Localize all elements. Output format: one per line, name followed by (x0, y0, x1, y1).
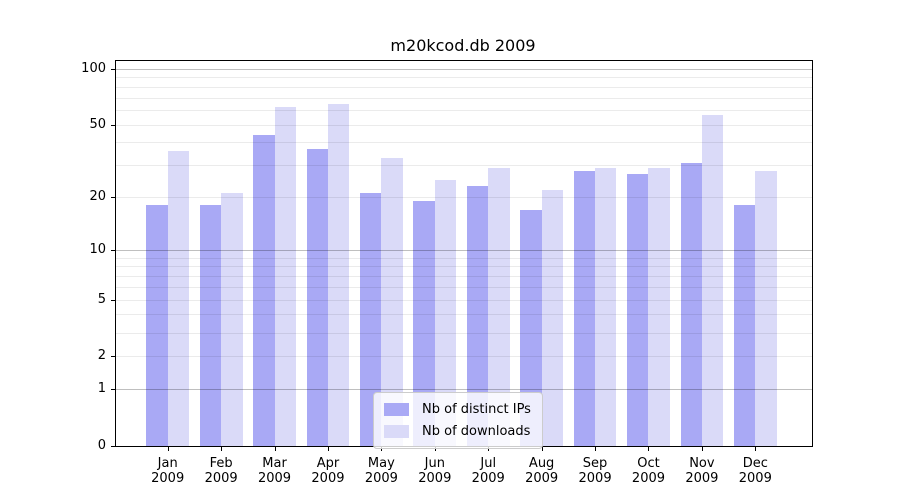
bar-ips (306, 148, 328, 446)
bar-downloads (167, 150, 190, 446)
bar-downloads (648, 167, 670, 446)
y-tick (111, 446, 115, 447)
x-tick (167, 447, 169, 451)
x-tick-label: Feb 2009 (204, 456, 238, 486)
x-tick-label: Jun 2009 (418, 456, 452, 486)
y-tick-label: 50 (89, 116, 106, 132)
y-tick-label: 0 (97, 438, 106, 453)
x-tick-label: Sep 2009 (578, 456, 612, 486)
gridline-minor (116, 142, 812, 144)
y-tick (111, 389, 115, 391)
legend-swatch-ips (384, 402, 409, 416)
y-tick-label: 20 (89, 189, 106, 205)
gridline-minor (116, 314, 812, 316)
y-tick-label: 1 (97, 381, 106, 397)
bar-ips (253, 134, 275, 446)
bar-downloads (488, 167, 510, 446)
x-tick (488, 447, 490, 451)
gridline-minor (116, 97, 812, 99)
gridline-minor (116, 266, 812, 268)
bar-ips (413, 201, 435, 446)
gridline-minor (116, 286, 812, 288)
legend: Nb of distinct IPs Nb of downloads (373, 392, 543, 449)
gridline-minor (116, 356, 812, 358)
bar-ips (680, 162, 702, 446)
gridline-minor (116, 109, 812, 111)
bar-downloads (755, 170, 777, 446)
y-tick-label: 100 (81, 60, 106, 76)
x-tick-label: May 2009 (364, 456, 398, 486)
x-tick (381, 447, 383, 451)
bar-downloads (274, 107, 296, 446)
gridline-minor (116, 257, 812, 259)
x-tick-label: Jan 2009 (151, 456, 185, 486)
gridline-minor (116, 332, 812, 334)
x-tick-label: Apr 2009 (311, 456, 345, 486)
y-tick (111, 197, 115, 199)
x-tick-label: Aug 2009 (525, 456, 559, 486)
gridline-major (116, 249, 812, 251)
gridline-major (116, 389, 812, 391)
legend-label: Nb of distinct IPs (422, 401, 531, 417)
bar-ips (733, 205, 756, 446)
bar-ips (573, 170, 596, 446)
bar-ips (359, 193, 382, 446)
x-tick-label: Nov 2009 (685, 456, 719, 486)
y-tick (111, 249, 115, 251)
gridline-minor (116, 276, 812, 277)
bar-downloads (595, 167, 617, 446)
bar-ips (146, 205, 168, 446)
legend-swatch-downloads (384, 424, 409, 438)
bar-ips (627, 173, 649, 446)
bar-downloads (701, 115, 724, 446)
y-tick (111, 356, 115, 358)
x-tick (755, 447, 757, 451)
legend-item: Nb of distinct IPs (384, 398, 531, 420)
gridline-minor (116, 124, 812, 126)
x-tick-label: Jul 2009 (471, 456, 505, 486)
x-tick-label: Dec 2009 (738, 456, 772, 486)
legend-label: Nb of downloads (422, 423, 531, 439)
chart-title: m20kcod.db 2009 (390, 36, 536, 55)
bar-downloads (381, 157, 403, 446)
legend-item: Nb of downloads (384, 420, 531, 442)
gridline-minor (116, 197, 812, 199)
y-tick-label: 10 (89, 241, 106, 257)
bar-downloads (434, 179, 457, 446)
x-tick (434, 447, 436, 451)
y-tick (111, 68, 115, 70)
x-tick (221, 447, 223, 451)
bar-ips (199, 205, 222, 446)
bar-ips (520, 209, 542, 446)
gridline-minor (116, 299, 812, 301)
gridline-minor (116, 86, 812, 88)
y-tick (111, 124, 115, 126)
x-tick (648, 447, 650, 451)
x-tick (327, 447, 329, 451)
y-tick (111, 299, 115, 301)
x-tick (595, 447, 597, 451)
x-tick (541, 447, 543, 451)
x-tick (274, 447, 276, 451)
x-tick-label: Oct 2009 (631, 456, 666, 486)
bar-downloads (541, 189, 564, 446)
plot-area: Nb of distinct IPs Nb of downloads 0 1 2 5 1… (81, 60, 813, 486)
gridline-major (116, 68, 812, 70)
y-tick-label: 2 (97, 348, 106, 364)
gridline-minor (116, 165, 812, 167)
bar-downloads (327, 103, 350, 446)
x-tick (701, 447, 703, 451)
y-tick-label: 5 (97, 291, 106, 307)
x-tick-label: Mar 2009 (257, 456, 292, 486)
bar-ips (466, 186, 489, 446)
bar-downloads (221, 193, 243, 446)
gridline-minor (116, 77, 812, 79)
